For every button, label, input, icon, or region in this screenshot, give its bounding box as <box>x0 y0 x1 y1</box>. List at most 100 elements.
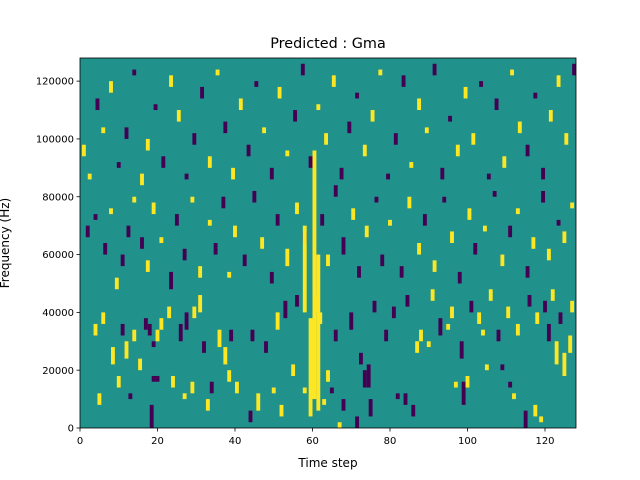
heatmap-cell-low <box>95 98 100 111</box>
heatmap-cell-high <box>182 393 187 400</box>
heatmap-cell-low <box>486 173 491 180</box>
heatmap-cell-low <box>341 237 346 255</box>
heatmap-cell-high <box>235 381 239 394</box>
heatmap-cell-high <box>312 150 317 400</box>
heatmap-cell-high <box>326 254 330 267</box>
heatmap-cell-high <box>417 98 422 111</box>
heatmap-cell-high <box>378 69 383 76</box>
heatmap-cell-low <box>333 185 338 197</box>
heatmap-cell-high <box>169 75 174 87</box>
heatmap-cell-low <box>269 271 274 284</box>
heatmap-cell-low <box>184 312 189 330</box>
heatmap-cell-low <box>120 254 125 267</box>
heatmap-cell-low <box>269 167 274 180</box>
heatmap-cell-high <box>260 237 265 249</box>
heatmap-cell-low <box>124 127 129 139</box>
x-tick-label: 0 <box>77 436 83 447</box>
heatmap-cell-high <box>124 341 129 359</box>
heatmap-cell-low <box>386 173 391 180</box>
heatmap-cell-high <box>417 243 422 255</box>
heatmap-cell-high <box>424 127 429 134</box>
heatmap-cell-high <box>81 144 86 157</box>
heatmap-cell-low <box>184 173 189 180</box>
heatmap-cell-high <box>231 167 236 180</box>
heatmap-cell-low <box>155 375 160 382</box>
heatmap-cell-low <box>405 295 410 307</box>
heatmap-cell-high <box>277 86 282 99</box>
heatmap-cell-high <box>564 133 569 145</box>
heatmap-cell-high <box>570 300 575 313</box>
heatmap-cell-high <box>227 370 232 382</box>
heatmap-cell-low <box>366 364 371 388</box>
heatmap-cell-high <box>279 404 284 417</box>
heatmap-cell-high <box>515 208 520 215</box>
heatmap-cell-high <box>446 323 451 330</box>
heatmap-cell-low <box>469 300 474 313</box>
heatmap-cell-low <box>120 323 125 336</box>
heatmap-cell-high <box>271 387 276 394</box>
heatmap-cell-low <box>349 312 354 330</box>
heatmap-cell-high <box>548 110 553 122</box>
heatmap-cell-low <box>355 92 360 99</box>
heatmap-cell-high <box>93 323 98 336</box>
x-axis-label: Time step <box>297 456 357 470</box>
x-tick-label: 40 <box>229 436 242 447</box>
heatmap-cell-high <box>114 277 119 290</box>
heatmap-cell-high <box>453 381 458 388</box>
heatmap-cell-high <box>132 196 137 203</box>
heatmap-cell-low <box>147 323 152 336</box>
heatmap-cell-low <box>229 329 234 342</box>
heatmap-cell-low <box>275 214 280 226</box>
heatmap-cell-high <box>159 318 164 330</box>
heatmap-cell-low <box>200 86 205 99</box>
heatmap-cell-low <box>347 121 352 134</box>
heatmap-cell-low <box>401 75 406 87</box>
heatmap-cell-low <box>221 196 226 209</box>
heatmap-cell-low <box>242 254 247 267</box>
heatmap-cell-high <box>500 254 505 267</box>
heatmap-cell-low <box>246 144 251 157</box>
heatmap-cell-high <box>450 231 454 243</box>
heatmap-cell-low <box>355 416 360 428</box>
x-tick-label: 60 <box>306 436 319 447</box>
heatmap-cell-high <box>477 312 482 324</box>
heatmap-cell-low <box>320 214 325 226</box>
heatmap-cell-high <box>109 81 113 93</box>
heatmap-cell-high <box>207 156 212 168</box>
heatmap-cell-low <box>508 381 513 388</box>
heatmap-cell-high <box>190 381 195 394</box>
heatmap-cell-low <box>556 219 561 226</box>
heatmap-cell-high <box>138 358 143 371</box>
heatmap-cell-high <box>159 237 164 243</box>
heatmap-cell-high <box>223 347 228 365</box>
heatmap-cell-high <box>285 248 290 267</box>
heatmap-cell-low <box>492 190 497 197</box>
heatmap-cell-low <box>341 399 346 411</box>
heatmap-cell-low <box>558 312 563 324</box>
heatmap-cell-low <box>283 300 288 319</box>
heatmap-cell-low <box>525 266 530 278</box>
heatmap-cell-high <box>550 289 555 301</box>
heatmap-cell-high <box>145 138 150 151</box>
heatmap-cell-low <box>461 381 466 405</box>
heatmap-cell-low <box>459 341 464 359</box>
heatmap-cell-low <box>151 341 156 348</box>
heatmap-cell-high <box>233 225 237 238</box>
y-tick-label: 40000 <box>42 308 74 319</box>
heatmap-cell-low <box>362 370 367 388</box>
heatmap-cell-low <box>339 167 344 180</box>
heatmap-cell-low <box>541 190 546 203</box>
x-tick-label: 20 <box>151 436 164 447</box>
heatmap-cell-high <box>488 289 493 301</box>
heatmap-cell-high <box>409 162 414 168</box>
heatmap-cell-high <box>570 202 575 209</box>
heatmap-cell-low <box>182 248 187 261</box>
y-tick-label: 120000 <box>36 77 74 88</box>
heatmap-cell-high <box>207 219 212 226</box>
heatmap-cell-low <box>368 399 373 417</box>
heatmap-cell-low <box>329 387 334 394</box>
heatmap-cell-high <box>192 306 197 319</box>
heatmap-cell-low <box>333 329 338 342</box>
heatmap-cell-low <box>440 167 445 180</box>
heatmap-cell-high <box>190 196 195 203</box>
